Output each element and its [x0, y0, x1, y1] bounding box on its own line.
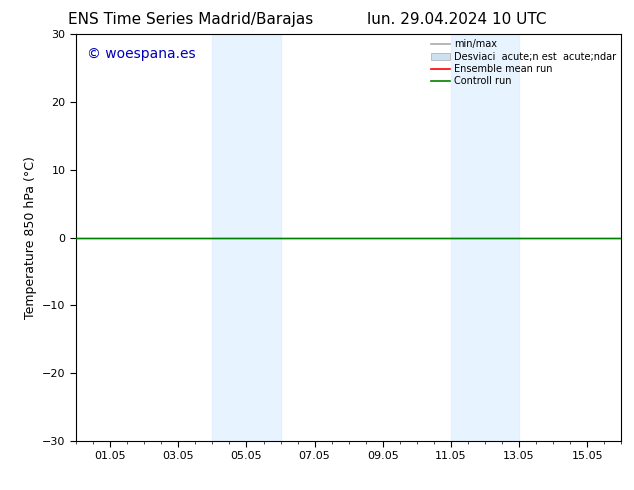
Bar [212, 34, 280, 441]
Legend: min/max, Desviaci  acute;n est  acute;ndar, Ensemble mean run, Controll run: min/max, Desviaci acute;n est acute;ndar… [429, 37, 618, 88]
Text: ENS Time Series Madrid/Barajas: ENS Time Series Madrid/Barajas [68, 12, 313, 27]
Text: © woespana.es: © woespana.es [87, 47, 196, 60]
Text: lun. 29.04.2024 10 UTC: lun. 29.04.2024 10 UTC [366, 12, 547, 27]
Bar [451, 34, 519, 441]
Y-axis label: Temperature 850 hPa (°C): Temperature 850 hPa (°C) [23, 156, 37, 319]
